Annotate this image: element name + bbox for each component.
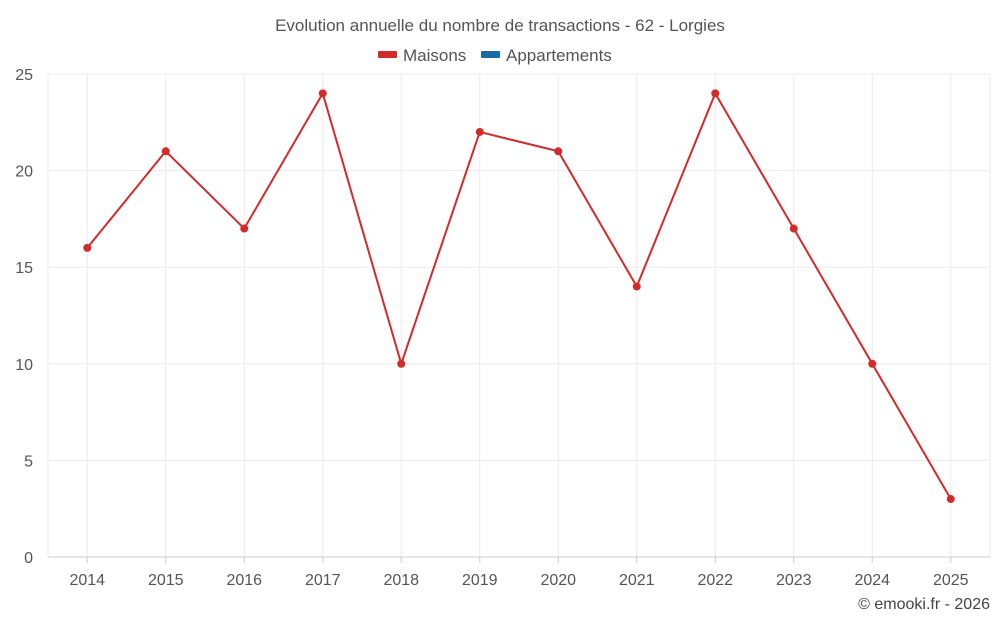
data-point-maisons-2019[interactable] [475, 127, 484, 136]
x-tick-label: 2021 [619, 572, 655, 589]
x-axis-ticks: 2014 2015 2016 2017 2018 2019 2020 2021 2022 2023… [69, 557, 969, 589]
x-tick-label: 2014 [69, 572, 105, 589]
y-tick-label: 10 [15, 357, 33, 374]
data-point-maisons-2017[interactable] [318, 89, 327, 98]
x-tick-label: 2020 [540, 572, 576, 589]
data-point-maisons-2024[interactable] [868, 359, 877, 368]
data-point-maisons-2014[interactable] [83, 243, 92, 252]
chart-title: Evolution annuelle du nombre de transact… [275, 16, 725, 35]
legend-item-maisons[interactable]: Maisons [378, 46, 466, 65]
data-point-maisons-2022[interactable] [711, 89, 720, 98]
legend-label-appartements: Appartements [506, 46, 612, 65]
y-tick-label: 20 [15, 164, 33, 181]
data-point-maisons-2023[interactable] [789, 224, 798, 233]
credit-text: © emooki.fr - 2026 [858, 596, 990, 613]
x-tick-label: 2016 [226, 572, 262, 589]
legend-item-appartements[interactable]: Appartements [481, 46, 612, 65]
data-point-maisons-2020[interactable] [554, 147, 563, 156]
x-tick-label: 2017 [305, 572, 341, 589]
x-tick-label: 2023 [776, 572, 812, 589]
x-tick-label: 2019 [462, 572, 498, 589]
x-tick-label: 2024 [854, 572, 890, 589]
x-grid [47, 74, 991, 557]
y-tick-label: 15 [15, 260, 33, 277]
series-layer [83, 89, 955, 504]
legend-swatch-appartements [481, 51, 500, 58]
data-point-maisons-2025[interactable] [946, 495, 955, 504]
data-point-maisons-2016[interactable] [240, 224, 249, 233]
legend-label-maisons: Maisons [403, 46, 466, 65]
x-tick-label: 2025 [933, 572, 969, 589]
y-axis-ticks: 0 5 10 15 20 25 [15, 67, 33, 567]
legend: Maisons Appartements [378, 46, 612, 65]
y-tick-label: 0 [24, 550, 33, 567]
x-tick-label: 2015 [148, 572, 184, 589]
data-point-maisons-2021[interactable] [632, 282, 641, 291]
y-grid [48, 73, 990, 461]
data-point-maisons-2018[interactable] [397, 359, 406, 368]
x-tick-label: 2022 [697, 572, 733, 589]
x-tick-label: 2018 [383, 572, 419, 589]
y-tick-label: 5 [24, 453, 33, 470]
data-point-maisons-2015[interactable] [161, 147, 170, 156]
y-tick-label: 25 [15, 67, 33, 84]
legend-swatch-maisons [378, 51, 397, 58]
series-line-maisons [86, 92, 952, 501]
